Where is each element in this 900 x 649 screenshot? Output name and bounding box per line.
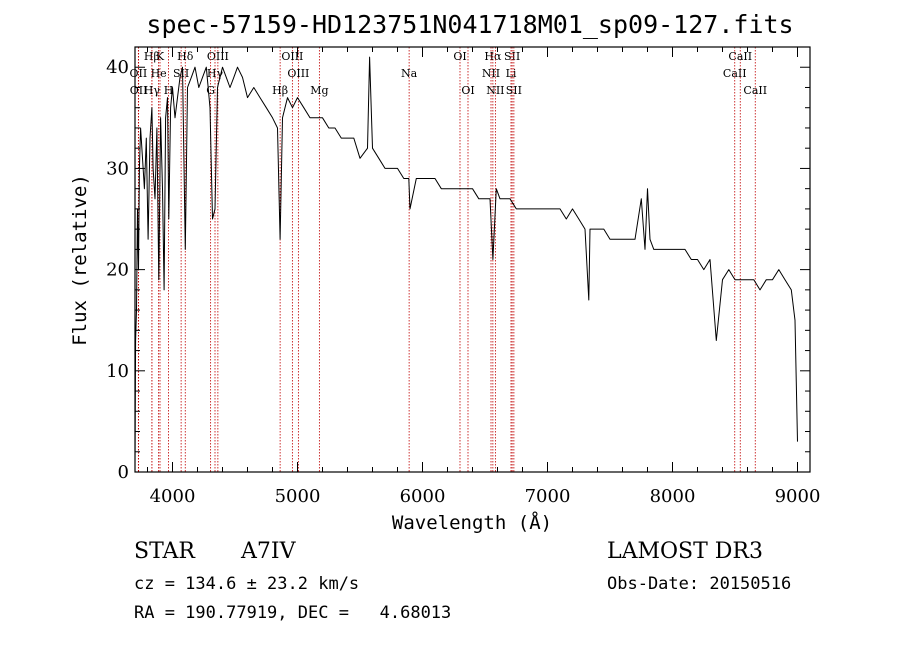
spectral-line-label: SII [504,50,520,63]
spectral-line-label: NII [486,84,504,97]
spectral-line-label: Mg [310,84,328,97]
spectral-line-label: OI [453,50,466,63]
spectral-line-label: OIII [207,50,229,63]
survey-name: LAMOST DR3 [607,539,763,564]
x-tick-label: 9000 [775,486,821,507]
spectral-line-label: Hβ [272,84,288,97]
spectral-line-label: H [164,84,174,97]
y-tick-label: 40 [106,57,129,78]
spectral-line-label: CaII [723,67,747,80]
x-tick-label: 6000 [400,486,446,507]
spectral-line-label: Hγ [207,67,224,80]
x-tick-label: 8000 [650,486,696,507]
spectral-line-label: Na [401,67,418,80]
coordinates: RA = 190.77919, DEC = 4.68013 [134,603,452,623]
spectral-line-label: Hγ [144,84,161,97]
spectral-line-label: OII [130,84,148,97]
chart-title: spec-57159-HD123751N041718M01_sp09-127.f… [146,10,793,39]
series-line-spectrum [134,56,798,462]
redshift-readout: cz = 134.6 ± 23.2 km/s [134,574,360,594]
y-tick-label: 20 [106,260,129,281]
spectral-line-label: SII [506,84,522,97]
spectral-line-label: He [151,67,167,80]
object-type: STAR [134,539,195,564]
spectral-line-label: Li [506,67,517,80]
y-axis-title: Flux (relative) [69,174,91,346]
spectral-line-label: G [206,84,215,97]
y-tick-label: 0 [118,462,129,483]
spectral-line-label: OIII [287,67,309,80]
y-tick-label: 10 [106,361,129,382]
axis-ticks: 4000 5000 6000 7000 8000 9000 0 10 20 30 40 [106,47,820,507]
spectral-line-label: NII [482,67,500,80]
x-tick-label: 7000 [525,486,571,507]
spectral-line-label: CaII [743,84,767,97]
spectral-line-label: CaII [728,50,752,63]
spectral-line-label: OI [461,84,474,97]
object-subclass: A7IV [241,539,296,564]
series-layer [134,56,798,462]
y-tick-label: 30 [106,158,129,179]
spectral-line-label: OIII [281,50,303,63]
spectral-line-label: OII [130,67,148,80]
spectral-line-label: K [156,50,165,63]
x-tick-label: 4000 [150,486,196,507]
x-axis-title: Wavelength (Å) [392,511,552,534]
spectral-line-label: Hδ [177,50,194,63]
x-tick-label: 5000 [275,486,321,507]
spectral-line-label: Hα [484,50,502,63]
plot-frame [134,46,811,473]
obs-date: Obs-Date: 20150516 [607,574,792,594]
